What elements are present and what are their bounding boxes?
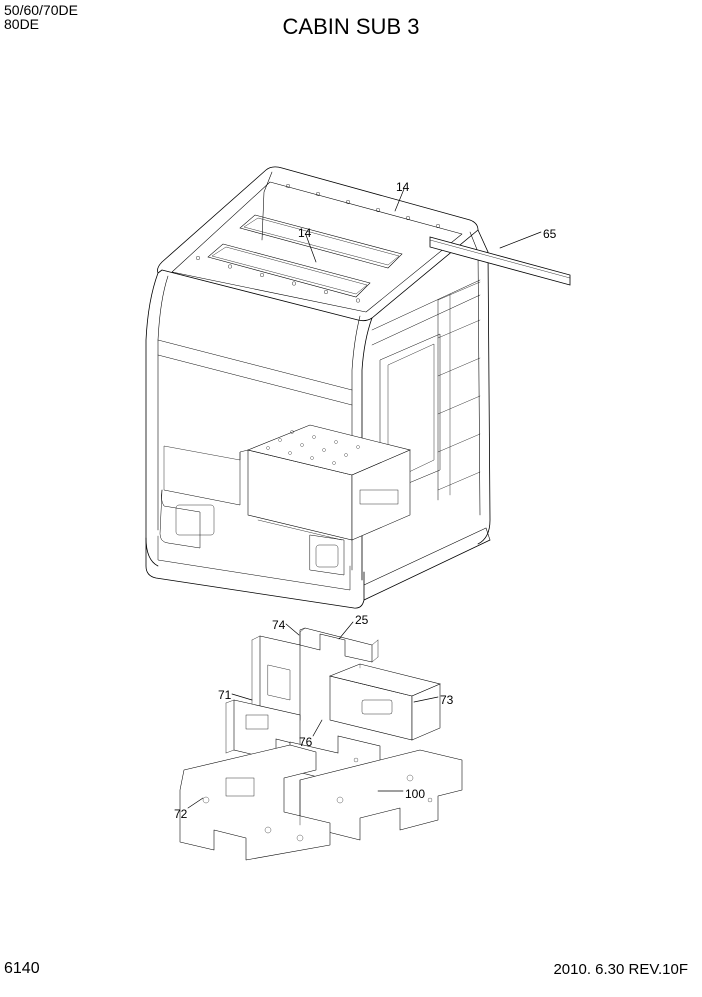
revision-text: 2010. 6.30 REV.10F xyxy=(553,961,688,978)
callout-72: 72 xyxy=(174,807,187,821)
callout-74: 74 xyxy=(272,618,285,632)
callout-73: 73 xyxy=(440,693,453,707)
exploded-diagram xyxy=(0,0,702,992)
page-number: 6140 xyxy=(4,960,40,978)
callout-76: 76 xyxy=(299,735,312,749)
callout-14a: 14 xyxy=(396,180,409,194)
callout-14b: 14 xyxy=(298,226,311,240)
callout-100: 100 xyxy=(405,787,425,801)
callout-65: 65 xyxy=(543,227,556,241)
callout-71: 71 xyxy=(218,688,231,702)
callout-25: 25 xyxy=(355,613,368,627)
